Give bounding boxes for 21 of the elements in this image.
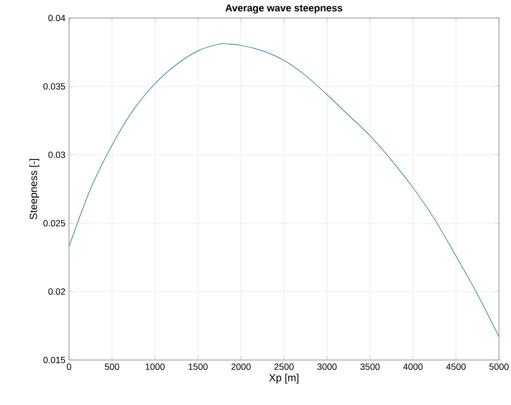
x-tick-label: 1500 [188, 364, 208, 370]
x-tick-label: 2000 [231, 364, 251, 370]
x-tick-label: 1000 [146, 364, 165, 370]
y-tick-label: 0.03 [48, 152, 66, 158]
x-tick-label: 4500 [446, 364, 466, 370]
y-tick-label: 0.04 [48, 14, 66, 22]
x-axis-title: Xp [m] [269, 374, 298, 384]
y-tick-label: 0.025 [43, 220, 66, 226]
y-tick-label: 0.02 [48, 288, 66, 295]
y-tick-label: 0.015 [43, 356, 66, 364]
x-tick-label: 4000 [403, 364, 423, 370]
x-tick-label: 3500 [360, 364, 380, 370]
x-tick-label: 5000 [489, 364, 509, 370]
y-axis-title: Steepness [-] [29, 158, 40, 220]
chart-title: Average wave steepness [225, 4, 342, 14]
x-tick-label: 3000 [317, 364, 337, 370]
x-tick-label: 0 [66, 364, 72, 370]
x-tick-label: 500 [104, 364, 120, 370]
x-tick-label: 2500 [274, 364, 294, 370]
y-tick-label: 0.035 [43, 83, 66, 90]
line-series [69, 43, 500, 338]
